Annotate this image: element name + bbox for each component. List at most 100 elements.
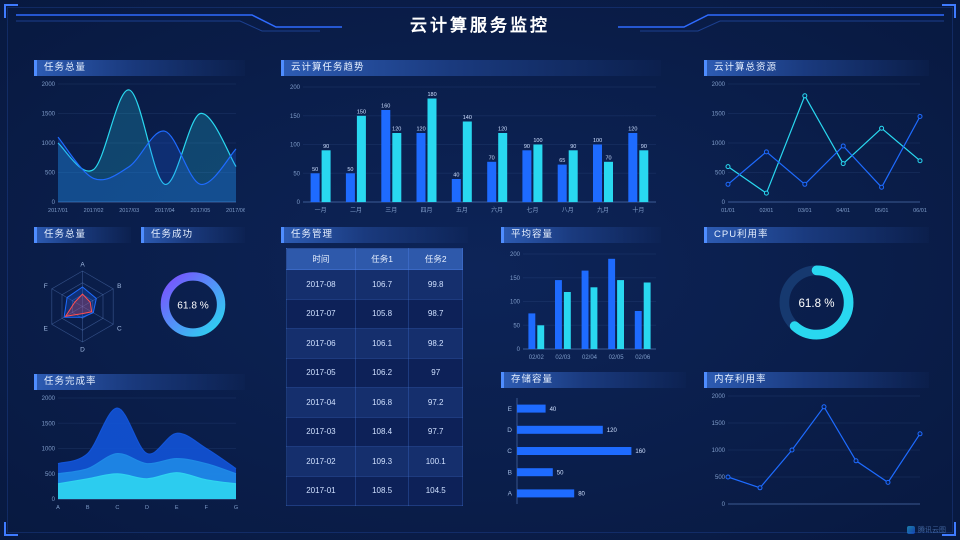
svg-text:B: B (508, 469, 512, 476)
svg-text:120: 120 (628, 127, 637, 133)
brand-watermark: 腾讯云图 (907, 525, 946, 535)
svg-text:D: D (80, 347, 85, 354)
svg-text:2017/06: 2017/06 (226, 208, 245, 214)
svg-text:二月: 二月 (350, 207, 362, 214)
table-row: 2017-03 108.4 97.7 (286, 416, 463, 447)
svg-text:150: 150 (357, 109, 366, 115)
table-column-header: 任务1 (354, 248, 410, 270)
panel-header: 存储容量 (501, 372, 686, 388)
panel-title: 任务成功 (151, 229, 194, 240)
svg-text:500: 500 (715, 171, 726, 177)
panel-average-capacity: 平均容量 0 50 100 150 200 02/02 02/03 02/04 02/05 02/… (501, 227, 661, 362)
svg-text:三月: 三月 (385, 207, 397, 214)
svg-text:2017/03: 2017/03 (119, 208, 139, 214)
task-table: 时间 任务1 任务2 2017-08 106.7 99.8 2017-07 105.8 98.7… (286, 248, 463, 506)
panel-header: 内存利用率 (704, 372, 929, 388)
page-title: 云计算服务监控 (410, 15, 550, 35)
svg-text:F: F (205, 505, 209, 511)
svg-text:1000: 1000 (712, 448, 726, 454)
svg-text:500: 500 (45, 171, 56, 177)
svg-text:D: D (145, 505, 149, 511)
table-cell: 2017-02 (286, 446, 356, 477)
svg-text:0: 0 (722, 200, 726, 206)
task-success-gauge: 61.8 % (141, 243, 245, 366)
table-cell: 2017-08 (286, 269, 356, 300)
table-cell: 2017-01 (286, 475, 356, 506)
svg-text:01/01: 01/01 (721, 208, 735, 214)
table-cell: 108.5 (354, 475, 410, 506)
task-completion-area-chart: 0 500 1000 1500 2000 A B C D E F G (34, 390, 245, 512)
svg-text:0: 0 (297, 200, 301, 206)
panel-header: 云计算任务趋势 (281, 60, 661, 76)
svg-text:120: 120 (498, 127, 507, 133)
table-cell: 106.2 (354, 357, 410, 388)
svg-text:1500: 1500 (42, 112, 56, 118)
table-cell: 104.5 (408, 475, 463, 506)
svg-text:02/05: 02/05 (609, 355, 625, 361)
svg-text:2000: 2000 (42, 82, 56, 88)
table-cell: 2017-05 (286, 357, 356, 388)
panel-storage-capacity: 存储容量 E 40 D 120 C 160 B 50 A 80 (501, 372, 686, 512)
svg-text:06/01: 06/01 (913, 208, 927, 214)
table-column-header: 任务2 (408, 248, 463, 270)
svg-text:200: 200 (510, 252, 521, 258)
svg-text:2000: 2000 (712, 82, 726, 88)
svg-text:G: G (234, 505, 238, 511)
panel-task-success: 任务成功 61.8 % (141, 227, 245, 366)
svg-text:40: 40 (453, 173, 459, 179)
svg-text:E: E (44, 325, 49, 332)
svg-text:50: 50 (557, 470, 564, 476)
svg-text:2017/02: 2017/02 (84, 208, 104, 214)
svg-text:2017/04: 2017/04 (155, 208, 175, 214)
svg-text:05/01: 05/01 (875, 208, 889, 214)
table-row: 2017-08 106.7 99.8 (286, 269, 463, 300)
table-cell: 97 (408, 357, 463, 388)
table-cell: 2017-06 (286, 328, 356, 359)
svg-text:90: 90 (570, 144, 576, 150)
table-cell: 108.4 (354, 416, 410, 447)
panel-header: 任务完成率 (34, 374, 245, 390)
table-cell: 2017-07 (286, 298, 356, 329)
panel-cpu-utilization: CPU利用率 61.8 % (704, 227, 929, 362)
table-cell: 98.7 (408, 298, 463, 329)
panel-task-total-radar: 任务总量 A B C D E F (34, 227, 131, 366)
svg-text:61.8 %: 61.8 % (799, 298, 835, 310)
panel-cloud-task-trend: 云计算任务趋势 0 50 100 150 200 一月 二月 三月 四月 五月 六月 七月 八月 九月 十月… (281, 60, 661, 215)
svg-text:140: 140 (463, 115, 472, 121)
svg-text:十月: 十月 (632, 206, 644, 214)
table-cell: 2017-04 (286, 387, 356, 418)
memory-utilization-line-chart: 0 500 1000 1500 2000 (704, 388, 929, 512)
svg-text:90: 90 (641, 144, 647, 150)
task-total-line-chart: 0 500 1000 1500 2000 2017/01 2017/02 2017/03 201… (34, 76, 245, 215)
page-header: 云计算服务监控 (0, 0, 960, 46)
svg-text:九月: 九月 (597, 206, 609, 214)
table-row: 2017-07 105.8 98.7 (286, 298, 463, 329)
panel-header: 云计算总资源 (704, 60, 929, 76)
svg-text:C: C (117, 325, 122, 332)
panel-title: 内存利用率 (714, 374, 767, 385)
svg-text:200: 200 (290, 85, 301, 91)
svg-text:500: 500 (45, 472, 56, 478)
svg-text:02/01: 02/01 (760, 208, 774, 214)
svg-text:04/01: 04/01 (836, 208, 850, 214)
svg-text:120: 120 (607, 428, 618, 434)
panel-title: 任务完成率 (44, 376, 97, 387)
svg-text:160: 160 (381, 104, 390, 110)
svg-text:B: B (86, 505, 90, 511)
panel-title: 平均容量 (511, 229, 554, 240)
svg-text:70: 70 (489, 155, 495, 161)
svg-text:八月: 八月 (562, 207, 574, 214)
header-decoration-right (618, 14, 944, 32)
table-row: 2017-02 109.3 100.1 (286, 446, 463, 477)
svg-text:1500: 1500 (42, 421, 56, 427)
table-cell: 106.8 (354, 387, 410, 418)
table-cell: 97.2 (408, 387, 463, 418)
table-cell: 109.3 (354, 446, 410, 477)
svg-text:90: 90 (524, 144, 530, 150)
svg-text:02/02: 02/02 (529, 355, 545, 361)
svg-text:50: 50 (347, 167, 353, 173)
svg-text:E: E (175, 505, 179, 511)
frame-corner-bottom-left (4, 522, 18, 536)
svg-text:02/03: 02/03 (555, 355, 571, 361)
